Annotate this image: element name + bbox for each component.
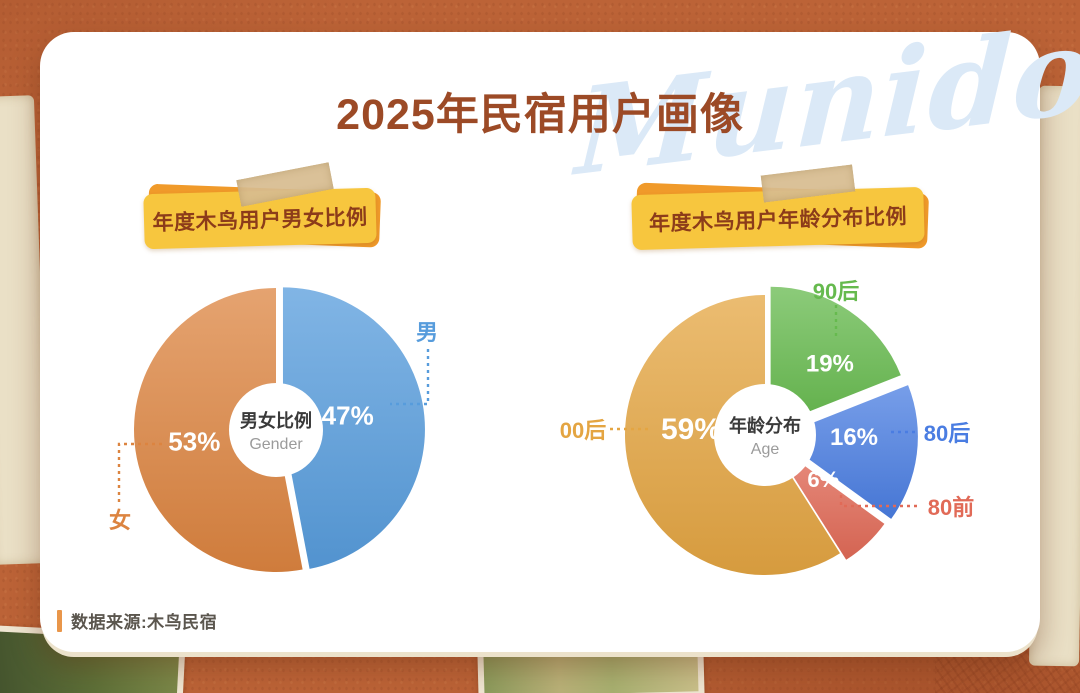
- photo-image: [483, 651, 699, 693]
- slice-value-label: 59%: [661, 413, 721, 446]
- callout-label-post90s: 90后: [812, 279, 860, 304]
- slice-value-label: 6%: [807, 467, 839, 492]
- slice-value-label: 16%: [830, 424, 878, 451]
- source-accent-bar: [57, 609, 62, 632]
- age-chart-title: 年度木鸟用户年龄分布比例: [648, 204, 908, 236]
- slice-value-label: 53%: [168, 427, 220, 457]
- data-source-note: 数据来源:木鸟民宿: [71, 613, 218, 632]
- pie-slice-男: [282, 287, 425, 569]
- callout-label-male: 男: [415, 320, 439, 345]
- slice-value-label: 47%: [322, 401, 374, 431]
- donut-center: [229, 383, 323, 477]
- donut-center: [714, 384, 816, 486]
- donut-center-sublabel: Gender: [249, 436, 303, 453]
- slice-value-label: 19%: [806, 351, 854, 378]
- pie-slice-90后: [770, 286, 901, 427]
- gender-chart-title: 年度木鸟用户男女比例: [152, 205, 368, 235]
- donut-center-label: 年龄分布: [729, 415, 801, 436]
- pie-slice-80后: [777, 385, 918, 519]
- gender-donut-chart: 47% 53% 男女比例 Gender: [134, 287, 425, 572]
- donut-center-sublabel: Age: [751, 441, 780, 458]
- pie-slice-女: [134, 288, 303, 572]
- callout-label-female: 女: [108, 508, 132, 533]
- page-title: 2025年民宿用户画像: [336, 91, 744, 139]
- age-donut-chart: 19% 16% 6% 59% 年龄分布 Age: [624, 286, 918, 575]
- collage-photo-bottom-center: [477, 645, 705, 693]
- callout-label-post80s: 80后: [923, 421, 971, 446]
- donut-center-label: 男女比例: [240, 410, 312, 431]
- data-source: 数据来源:木鸟民宿: [57, 608, 217, 633]
- callout-label-pre80s: 80前: [927, 495, 975, 520]
- callout-label-post00s: 00后: [559, 418, 607, 443]
